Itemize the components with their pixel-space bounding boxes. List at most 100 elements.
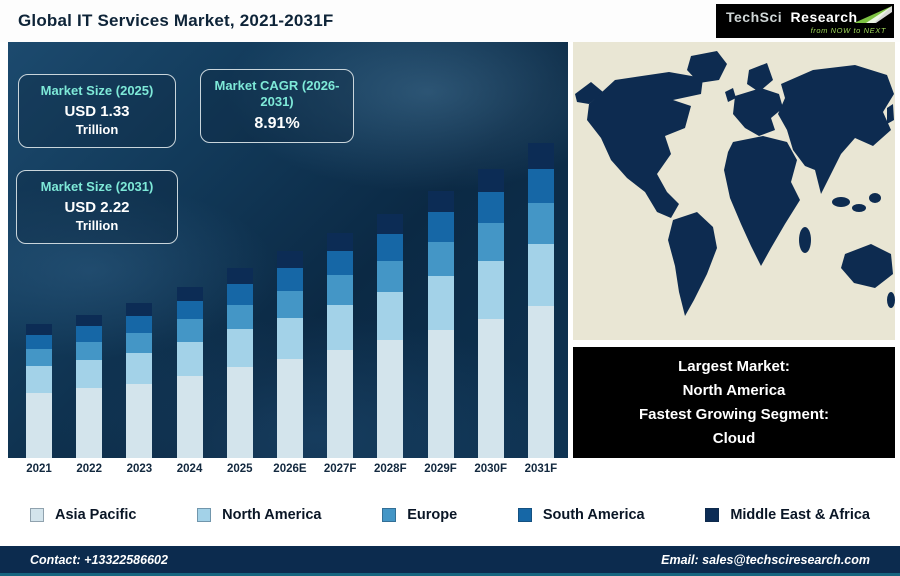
bar-segment [377, 292, 404, 340]
x-axis-label: 2026E [273, 463, 307, 475]
stat-label: Market Size (2025) [40, 83, 154, 98]
logo-brand: TechSci Research [726, 8, 886, 25]
bar-segment [176, 287, 203, 301]
bar-segment [176, 301, 203, 319]
world-map [573, 42, 895, 340]
bar-segment [427, 242, 454, 276]
bar-segment [427, 191, 454, 212]
x-axis-label: 2030F [474, 463, 507, 475]
bar-2027F [323, 233, 357, 458]
stat-value: USD 2.22 [64, 199, 130, 216]
bar-2026E [273, 251, 307, 458]
bar-2031F [524, 143, 558, 458]
legend-swatch [382, 508, 397, 522]
bar-segment [76, 388, 103, 458]
logo-arrow-icon [852, 6, 892, 29]
logo-brand-part2: Research [790, 8, 858, 25]
bar-2029F [424, 191, 458, 458]
brand-logo: TechSci Research from NOW to NEXT [716, 4, 894, 38]
x-axis-label: 2031F [524, 463, 558, 475]
legend-item: Asia Pacific [30, 507, 136, 523]
bar-segment [427, 276, 454, 330]
bar-segment [427, 212, 454, 242]
bar-segment [126, 384, 153, 458]
x-axis-label: 2029F [424, 463, 457, 475]
legend-label: North America [222, 507, 322, 523]
bar-segment [477, 319, 504, 458]
bar-2022 [72, 315, 106, 458]
bar-2021 [22, 324, 56, 458]
highlight-line: Largest Market: [678, 357, 790, 375]
bar-segment [26, 349, 52, 366]
bar-segment [477, 261, 504, 319]
bar-segment [126, 303, 153, 316]
x-axis-label: 2022 [76, 463, 102, 475]
stat-label: Market Size (2031) [40, 179, 154, 194]
bar-segment [126, 316, 153, 333]
bar-segment [527, 244, 554, 306]
x-axis: 2021 2022 2023 2024 2025 2026E 2027F 2028F 2029F… [8, 458, 568, 484]
stat-label: Market CAGR (2026-2031) [214, 78, 340, 109]
bar-2023 [122, 303, 156, 458]
stat-value: USD 1.33 [64, 103, 130, 120]
page-title: Global IT Services Market, 2021-2031F [18, 11, 334, 30]
stat-unit: Trillion [75, 218, 119, 233]
bar-segment [26, 324, 52, 335]
stat-box-market-cagr: Market CAGR (2026-2031) 8.91% [200, 69, 354, 143]
bar-segment [377, 214, 404, 234]
bar-segment [477, 223, 504, 261]
bar-segment [76, 326, 103, 342]
header: Global IT Services Market, 2021-2031F Te… [0, 0, 900, 42]
bar-segment [327, 350, 354, 458]
legend-label: Asia Pacific [55, 507, 137, 523]
main-content: Market Size (2025) USD 1.33 Trillion Mar… [0, 42, 900, 484]
bar-segment [527, 143, 554, 169]
stat-unit: Trillion [75, 122, 119, 137]
bar-segment [126, 353, 153, 384]
stat-box-market-size-2031: Market Size (2031) USD 2.22 Trillion [16, 170, 178, 244]
legend-swatch [197, 508, 212, 522]
stat-box-market-size-2025: Market Size (2025) USD 1.33 Trillion [18, 74, 176, 148]
bar-segment [226, 305, 253, 329]
bar-segment [276, 359, 303, 458]
legend-swatch [30, 508, 44, 522]
right-column: Largest Market: North America Fastest Gr… [573, 42, 895, 458]
bar-segment [477, 192, 504, 223]
bar-segment [377, 234, 404, 261]
highlight-line: Cloud [712, 429, 756, 447]
legend-item: North America [197, 507, 322, 523]
x-axis-label: 2023 [126, 463, 153, 475]
x-axis-label: 2025 [226, 463, 253, 475]
x-axis-label: 2027F [323, 463, 357, 475]
bar-segment [427, 330, 454, 458]
footer-email: Email: sales@techsciresearch.com [661, 552, 870, 567]
highlight-line: Fastest Growing Segment: [638, 405, 830, 423]
logo-tagline: from NOW to NEXT [810, 25, 886, 35]
bar-segment [276, 251, 303, 268]
bar-segment [226, 268, 253, 284]
bar-segment [176, 319, 203, 342]
bar-segment [176, 376, 203, 458]
bar-segment [176, 342, 203, 376]
bar-segment [377, 261, 404, 292]
legend-item: Middle East & Africa [705, 507, 870, 523]
bar-segment [527, 169, 554, 203]
x-axis-label: 2028F [374, 463, 407, 475]
bar-segment [76, 360, 103, 388]
bar-segment [76, 315, 103, 326]
legend-swatch [705, 508, 720, 522]
bar-segment [226, 367, 253, 458]
legend-swatch [517, 508, 532, 522]
world-map-landmasses [575, 51, 895, 316]
legend-label: Europe [407, 507, 458, 523]
legend-item: South America [517, 507, 645, 523]
legend-label: Middle East & Africa [730, 507, 870, 523]
bar-segment [477, 169, 504, 192]
bar-segment [276, 268, 303, 291]
bar-segment [76, 342, 103, 360]
bar-segment [126, 333, 153, 353]
footer: Contact: +13322586602 Email: sales@techs… [0, 546, 900, 576]
bar-segment [26, 393, 52, 458]
stat-value: 8.91% [254, 115, 300, 132]
